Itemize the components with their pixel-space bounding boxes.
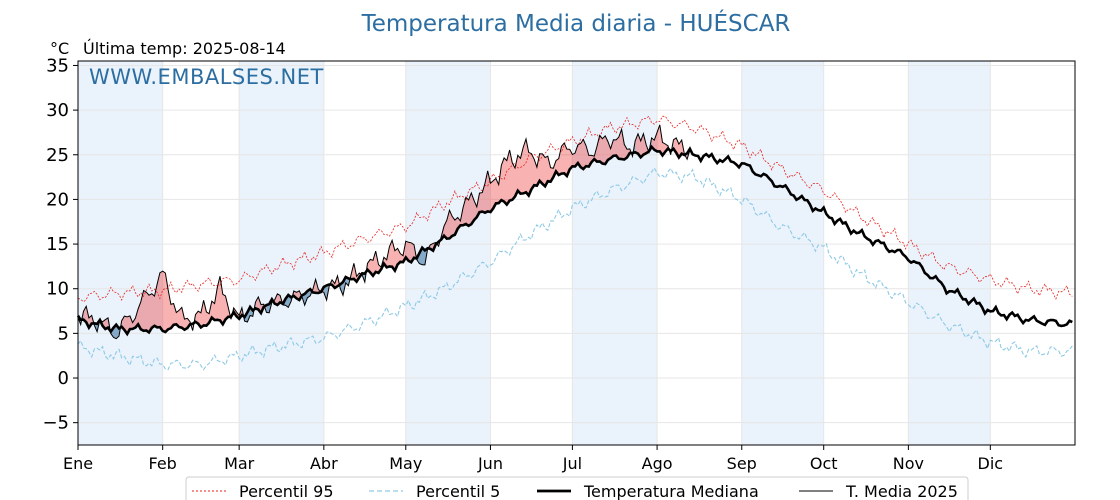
month-band-Jul bbox=[572, 61, 658, 445]
y-tick-label: 5 bbox=[58, 323, 69, 344]
x-tick-label: May bbox=[389, 454, 422, 473]
series-line-year-2025 bbox=[77, 124, 693, 340]
legend: Percentil 95 Percentil 5 Temperatura Med… bbox=[185, 476, 969, 500]
above-median-fill bbox=[651, 124, 671, 156]
legend-p95-label: Percentil 95 bbox=[239, 482, 334, 500]
y-tick-label: 15 bbox=[46, 234, 69, 255]
y-axis-ticks: −5 0 5 10 15 20 25 30 35 bbox=[42, 55, 78, 434]
series-line-median bbox=[76, 144, 1073, 337]
legend-median-label: Temperatura Mediana bbox=[583, 482, 759, 500]
x-tick-label: Oct bbox=[810, 454, 838, 473]
x-tick-label: Sep bbox=[727, 454, 757, 473]
month-band-Ene bbox=[78, 61, 163, 445]
above-median-fill bbox=[121, 271, 193, 334]
x-tick-label: Abr bbox=[310, 454, 338, 473]
series-line-p5 bbox=[77, 166, 1073, 371]
below-median-fill bbox=[323, 279, 333, 301]
x-tick-label: Mar bbox=[224, 454, 255, 473]
month-band-Mar bbox=[239, 61, 324, 445]
x-tick-label: Nov bbox=[893, 454, 924, 473]
above-median-fill bbox=[312, 279, 324, 293]
x-tick-label: Jul bbox=[562, 454, 582, 473]
x-tick-label: Feb bbox=[149, 454, 177, 473]
below-median-fill bbox=[282, 291, 294, 308]
series-lines bbox=[76, 115, 1073, 371]
y-tick-label: 10 bbox=[46, 279, 69, 300]
legend-year-label: T. Media 2025 bbox=[845, 482, 958, 500]
y-tick-label: 20 bbox=[46, 189, 69, 210]
month-bands bbox=[78, 61, 991, 445]
x-tick-label: Ago bbox=[642, 454, 673, 473]
chart-title: Temperatura Media diaria - HUÉSCAR bbox=[361, 9, 791, 37]
watermark: WWW.EMBALSES.NET bbox=[89, 65, 324, 89]
legend-box bbox=[185, 476, 969, 500]
x-tick-label: Dic bbox=[978, 454, 1004, 473]
legend-p5-label: Percentil 5 bbox=[416, 482, 500, 500]
above-median-fill bbox=[233, 307, 245, 322]
above-median-fill bbox=[635, 133, 649, 158]
month-band-Sep bbox=[741, 61, 824, 445]
month-band-Nov bbox=[908, 61, 991, 445]
unit-label: °C bbox=[50, 39, 69, 58]
y-tick-label: 30 bbox=[46, 100, 69, 121]
y-tick-label: 35 bbox=[46, 55, 69, 76]
below-median-fill bbox=[244, 301, 256, 323]
x-tick-label: Jun bbox=[477, 454, 503, 473]
last-temp-label: Última temp: 2025-08-14 bbox=[83, 39, 286, 58]
plot-frame bbox=[77, 60, 1076, 446]
x-axis-ticks: Ene Feb Mar Abr May Jun Jul Ago Sep Oct Nov Dic bbox=[63, 445, 1003, 473]
y-tick-label: −5 bbox=[42, 413, 69, 434]
y-tick-label: 0 bbox=[58, 368, 69, 389]
below-median-fill bbox=[301, 289, 313, 306]
y-tick-label: 25 bbox=[46, 145, 69, 166]
x-tick-label: Ene bbox=[63, 454, 93, 473]
above-median-fill bbox=[195, 276, 231, 328]
